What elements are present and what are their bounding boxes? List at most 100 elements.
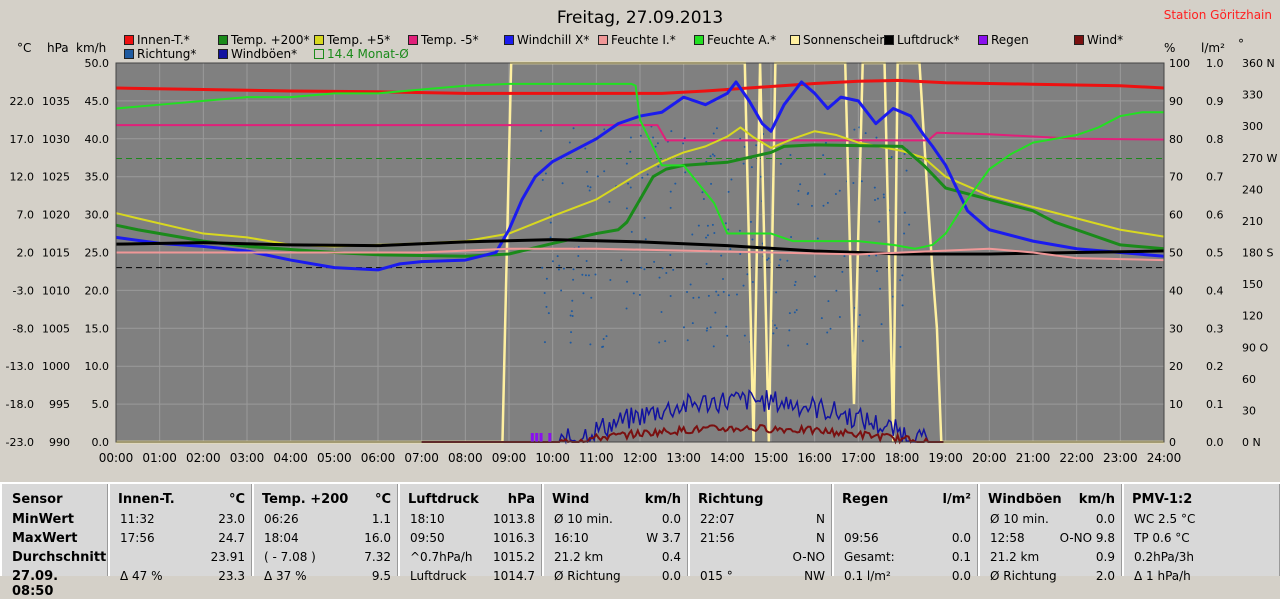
x-tick: 13:00	[666, 451, 701, 465]
cell-label: TP 0.6 °C	[1134, 531, 1190, 545]
rain-tick: 0.3	[1206, 322, 1224, 335]
cell-value: NW	[804, 569, 825, 583]
direction-dot	[658, 341, 661, 344]
press-tick: 1020	[42, 209, 70, 222]
cell-value: 0.0	[661, 512, 681, 526]
table-col: Richtung 22:07 N 21:56 N O-NO 015 ° NW	[688, 484, 832, 583]
rain-tick: 0.5	[1206, 247, 1224, 260]
direction-dot	[711, 153, 714, 156]
direction-dot	[644, 238, 647, 241]
legend-item: Wind*	[1074, 33, 1123, 47]
chart: Freitag, 27.09.2013 Station Göritzhain °C h…	[6, 8, 1278, 465]
legend-swatch	[978, 35, 988, 45]
press-tick: 990	[49, 436, 70, 449]
direction-dot	[860, 180, 863, 183]
series-windchill	[115, 80, 1165, 272]
direction-dot	[766, 258, 769, 261]
legend-label: Temp. +5*	[327, 33, 391, 47]
x-tick: 01:00	[142, 451, 177, 465]
direction-dot	[543, 292, 546, 295]
legend-swatch	[504, 35, 514, 45]
cell-value: 2.0	[1095, 569, 1115, 583]
table-row: 09:56 0.0	[838, 531, 971, 547]
legend-label: Sonnenschein*	[803, 33, 893, 47]
press-unit-label: hPa	[47, 41, 69, 55]
direction-dot	[541, 179, 544, 182]
direction-dot	[539, 129, 542, 132]
direction-dot	[602, 345, 605, 348]
direction-dot	[691, 233, 694, 236]
cell-value: 24.7	[218, 531, 245, 545]
direction-dot	[875, 136, 878, 139]
direction-dot	[901, 304, 904, 307]
direction-dot	[709, 326, 712, 329]
legend-swatch	[124, 49, 134, 59]
direction-dot	[557, 268, 560, 271]
table-row: TP 0.6 °C	[1128, 531, 1273, 547]
table-col-head: Windböen	[988, 492, 1062, 507]
direction-dot	[549, 221, 552, 224]
direction-dot	[810, 204, 813, 207]
table-row: 23.91	[114, 550, 245, 566]
direction-dot	[876, 270, 879, 273]
direction-dot	[590, 296, 593, 299]
direction-dot	[787, 344, 790, 347]
direction-dot	[735, 293, 738, 296]
table-col-unit: °C	[374, 492, 391, 507]
legend-label: Wind*	[1087, 33, 1124, 47]
direction-dot	[670, 130, 673, 133]
temp-tick: 12.0	[10, 171, 35, 184]
direction-dot	[586, 170, 589, 173]
dir-unit-label: °	[1238, 37, 1244, 51]
table-row: Δ 37 % 9.5	[258, 569, 391, 585]
direction-dot	[653, 260, 656, 263]
legend-item: Temp. -5*	[408, 33, 479, 47]
x-tick: 08:00	[448, 451, 483, 465]
direction-dot	[544, 172, 547, 175]
direction-dot	[584, 147, 587, 150]
table-col: Wind km/h Ø 10 min. 0.0 16:10 W 3.7 21.2 km 0.4…	[542, 484, 688, 583]
pct-tick: 60	[1169, 209, 1183, 222]
direction-dot	[686, 291, 689, 294]
legend-item: Feuchte I.*	[598, 33, 676, 47]
table-row: 21.2 km 0.9	[984, 550, 1115, 566]
direction-dot	[577, 245, 580, 248]
direction-dot	[661, 267, 664, 270]
rain-tick: 0.2	[1206, 360, 1224, 373]
station-label: Station Göritzhain	[1164, 8, 1272, 22]
x-tick: 07:00	[404, 451, 439, 465]
direction-dot	[903, 211, 906, 214]
cell-label: 11:32	[120, 512, 155, 526]
wind-tick: 45.0	[85, 95, 110, 108]
direction-dot	[626, 280, 629, 283]
direction-dot	[571, 314, 574, 317]
direction-dot	[683, 137, 686, 140]
legend-label: Temp. +200*	[231, 33, 310, 47]
direction-dot	[899, 279, 902, 282]
cell-label: Gesamt:	[844, 550, 895, 564]
direction-dot	[706, 327, 709, 330]
direction-dot	[879, 287, 882, 290]
direction-dot	[861, 339, 864, 342]
x-tick: 16:00	[797, 451, 832, 465]
cell-label: 06:26	[264, 512, 299, 526]
direction-dot	[656, 142, 659, 145]
rain-bar	[535, 433, 539, 442]
press-tick: 1025	[42, 171, 70, 184]
direction-dot	[882, 196, 885, 199]
press-tick: 1010	[42, 284, 70, 297]
cell-label: 12:58	[990, 531, 1025, 545]
direction-dot	[697, 224, 700, 227]
direction-dot	[705, 262, 708, 265]
direction-dot	[838, 189, 841, 192]
direction-dot	[630, 230, 633, 233]
cell-value: 0.9	[1095, 550, 1115, 564]
direction-dot	[646, 173, 649, 176]
direction-dot	[572, 268, 575, 271]
temp-tick: -18.0	[6, 398, 34, 411]
direction-dot	[717, 294, 720, 297]
pct-tick: 80	[1169, 133, 1183, 146]
direction-dot	[838, 316, 841, 319]
table-row: Δ 47 % 23.3	[114, 569, 245, 585]
cell-value: N	[816, 512, 825, 526]
